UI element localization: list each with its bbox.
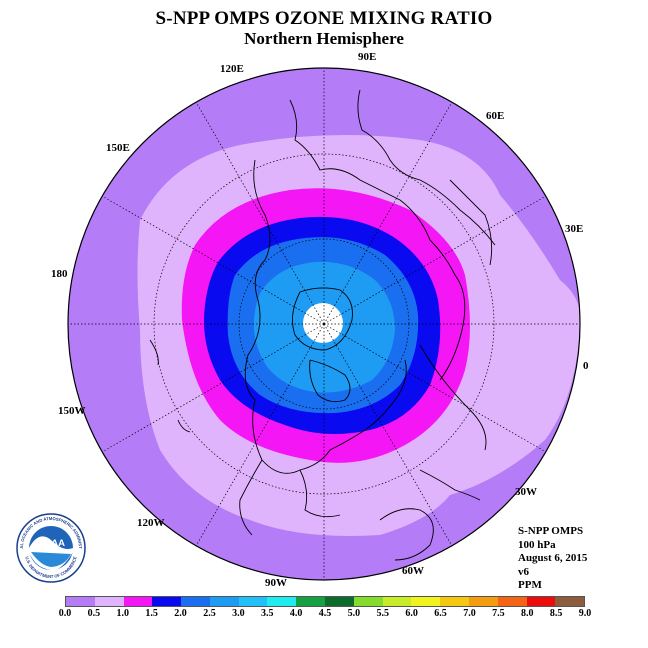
info-date: August 6, 2015 [518, 552, 588, 564]
ozone-field [68, 68, 580, 580]
colorbar-tick-label: 2.0 [174, 608, 187, 619]
colorbar-swatch [66, 597, 95, 606]
colorbar-swatch [468, 597, 498, 606]
colorbar-tick-label: 9.0 [578, 608, 592, 619]
lon-label-30e: 30E [565, 223, 584, 235]
colorbar-tick-label: 7.5 [492, 608, 505, 619]
colorbar-swatch [411, 597, 441, 606]
colorbar-swatch [526, 597, 556, 606]
colorbar-tick-labels: 0.0 0.5 1.0 1.5 2.0 2.5 3.0 3.5 4.0 4.5 5.0 5.5 6.0 6… [0, 608, 648, 622]
lon-label-90e: 90E [358, 51, 377, 63]
colorbar-swatch [267, 597, 297, 606]
lon-label-60e: 60E [486, 110, 505, 122]
info-units: PPM [518, 579, 542, 591]
map-boundary [67, 67, 581, 581]
colorbar-tick-label: 8.5 [549, 608, 563, 619]
colorbar-swatch [209, 597, 239, 606]
svg-text:NOAA: NOAA [37, 538, 65, 549]
map-title: S-NPP OMPS OZONE MIXING RATIO [155, 8, 493, 29]
map-subtitle: Northern Hemisphere [244, 29, 404, 48]
colorbar-swatch [181, 597, 210, 606]
colorbar-swatch [238, 597, 268, 606]
pole-data-gap [303, 303, 343, 343]
colorbar-tick-label: 6.0 [405, 608, 418, 619]
lon-label-60w: 60W [402, 565, 424, 577]
lon-label-120w: 120W [137, 517, 165, 529]
colorbar-swatch [440, 597, 469, 606]
graticule [68, 68, 580, 580]
lon-label-90w: 90W [265, 577, 287, 589]
colorbar-tick-label: 0.0 [58, 608, 72, 619]
colorbar-tick-label: 6.5 [434, 608, 447, 619]
colorbar-swatch [94, 597, 124, 606]
colorbar-swatch [296, 597, 326, 606]
colorbar-tick-label: 7.0 [463, 608, 476, 619]
colorbar-tick-label: 1.0 [116, 608, 130, 619]
lon-label-30w: 30W [515, 486, 537, 498]
lon-label-150e: 150E [106, 142, 130, 154]
colorbar-tick-label: 8.0 [520, 608, 534, 619]
coastlines [149, 89, 496, 561]
colorbar-swatch [555, 597, 585, 606]
colorbar-tick-label: 3.0 [232, 608, 245, 619]
colorbar-tick-label: 4.5 [318, 608, 332, 619]
noaa-logo: NATIONAL OCEANIC AND ATMOSPHERIC ADMINIS… [15, 512, 86, 583]
colorbar-tick-label: 0.5 [87, 608, 101, 619]
info-version: v6 [518, 565, 529, 578]
colorbar-tick-label: 3.5 [260, 608, 274, 619]
colorbar-swatch [353, 597, 383, 606]
colorbar-tick-label: 4.0 [289, 608, 303, 619]
colorbar-tick-label: 1.5 [145, 608, 158, 619]
colorbar-swatch [497, 597, 527, 606]
colorbar-tick-label: 5.0 [347, 608, 361, 619]
colorbar-tick-label: 2.5 [203, 608, 216, 619]
info-instrument: S-NPP OMPS [518, 525, 584, 537]
colorbar-tick-label: 5.5 [376, 608, 390, 619]
lon-label-150w: 150W [58, 405, 86, 417]
colorbar-swatch [123, 597, 153, 606]
colorbar-swatch [382, 597, 412, 606]
info-level: 100 hPa [518, 538, 556, 551]
colorbar-swatch [152, 597, 182, 606]
lon-label-0: 0 [583, 360, 589, 372]
lon-label-180: 180 [51, 268, 68, 280]
lon-label-120e: 120E [220, 63, 244, 75]
colorbar [65, 596, 585, 607]
product-info: S-NPP OMPS 100 hPa August 6, 2015 v6 PPM [518, 525, 587, 593]
colorbar-swatch [325, 597, 354, 606]
